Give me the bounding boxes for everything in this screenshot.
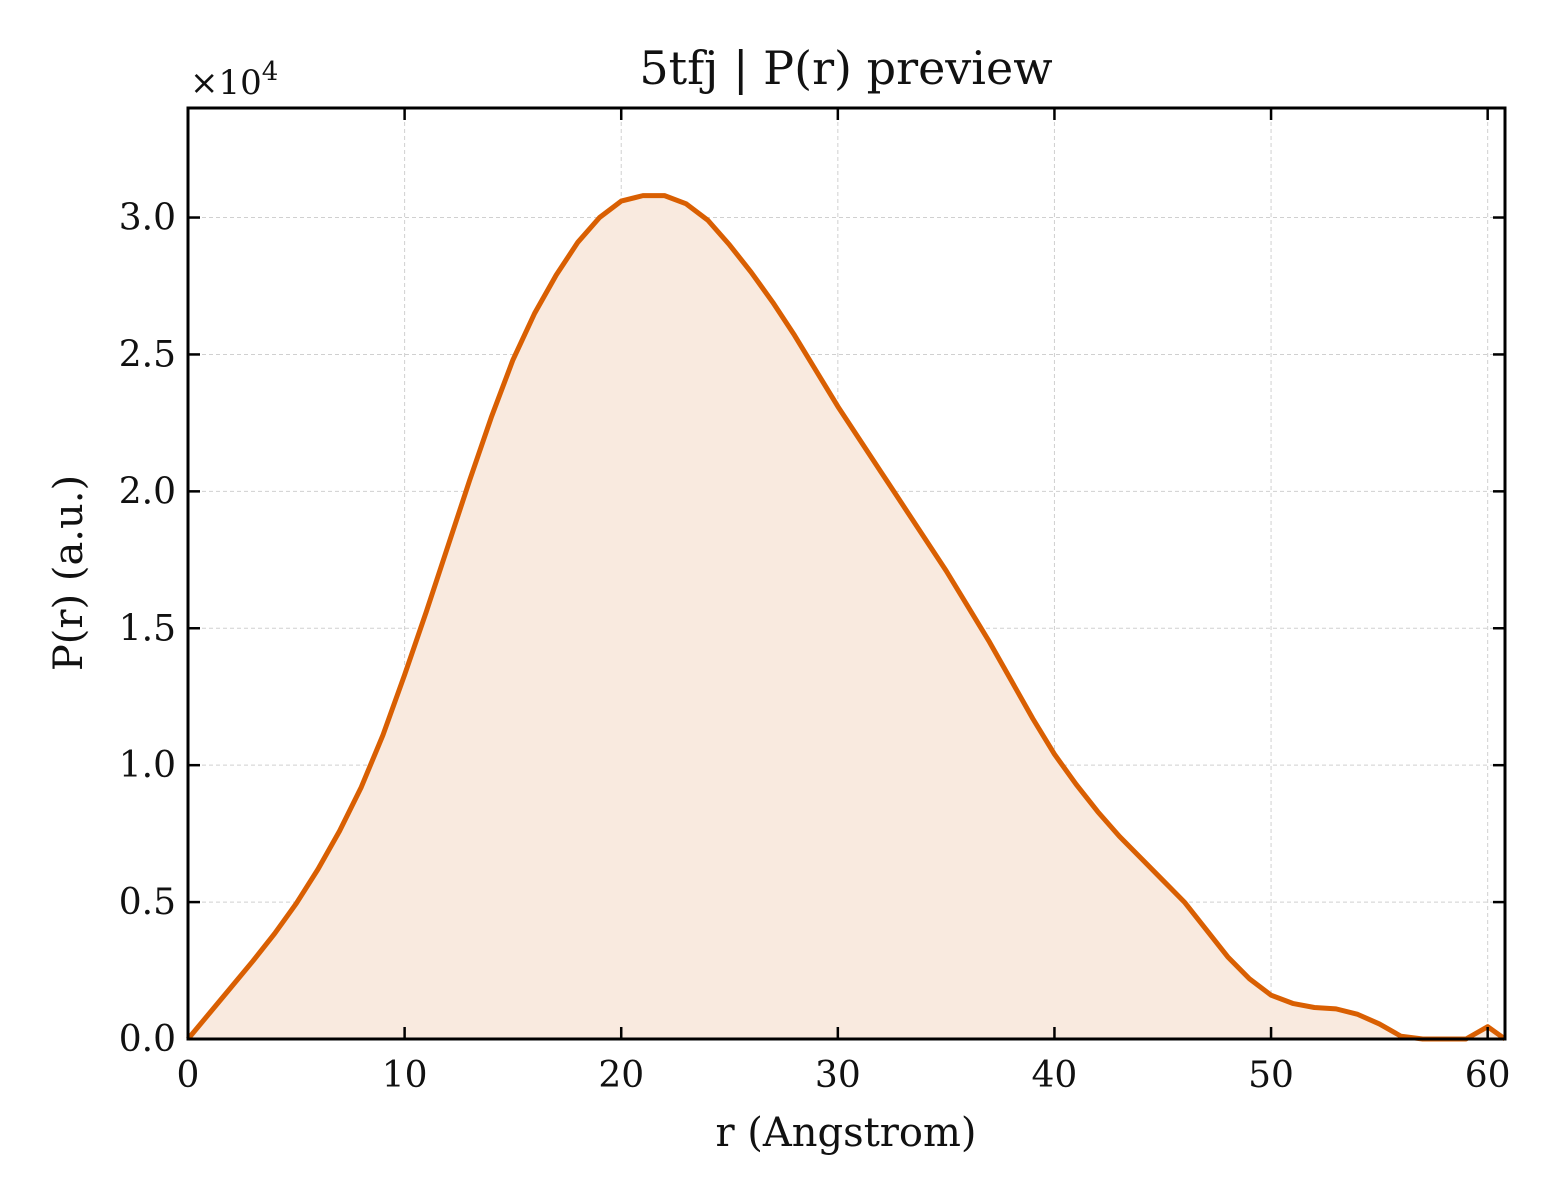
axes-frame bbox=[186, 106, 1507, 1041]
y-tick-label: 1.5 bbox=[119, 608, 176, 649]
y-tick-label: 3.0 bbox=[119, 198, 176, 239]
x-tick-label: 60 bbox=[1465, 1055, 1511, 1096]
y-tick-label: 2.0 bbox=[119, 471, 176, 512]
pr-area-fill bbox=[188, 195, 1505, 1039]
x-tick-label: 20 bbox=[598, 1055, 644, 1096]
x-tick-labels: 0 10 20 30 40 50 60 bbox=[177, 1055, 1511, 1096]
y-tick-label: 1.0 bbox=[119, 745, 176, 786]
chart-title: 5tfj | P(r) preview bbox=[639, 41, 1052, 95]
tick-marks bbox=[186, 108, 1505, 1041]
pr-curve-line bbox=[186, 193, 1507, 1042]
x-tick-label: 0 bbox=[177, 1055, 200, 1096]
x-axis-label: r (Angstrom) bbox=[715, 1110, 976, 1156]
y-multiplier-base: ×10 bbox=[190, 63, 262, 103]
y-tick-label: 0.5 bbox=[119, 882, 176, 923]
y-multiplier-label: ×104 bbox=[190, 57, 278, 103]
x-tick-label: 40 bbox=[1032, 1055, 1078, 1096]
x-tick-label: 50 bbox=[1248, 1055, 1294, 1096]
y-tick-labels: 0.0 0.5 1.0 1.5 2.0 2.5 3.0 bbox=[119, 198, 176, 1060]
x-tick-label: 30 bbox=[815, 1055, 861, 1096]
y-tick-label: 2.5 bbox=[119, 334, 176, 375]
y-axis-label: P(r) (a.u.) bbox=[46, 475, 92, 671]
x-tick-label: 10 bbox=[382, 1055, 428, 1096]
y-tick-label: 0.0 bbox=[119, 1019, 176, 1060]
y-multiplier-exponent: 4 bbox=[262, 57, 279, 87]
